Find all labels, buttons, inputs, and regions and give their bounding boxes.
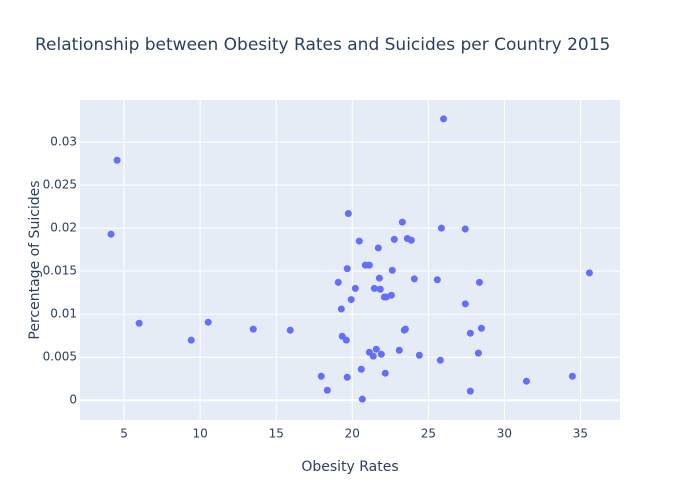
x-tick-label: 35 — [573, 427, 588, 441]
scatter-point — [107, 230, 115, 238]
scatter-point — [372, 345, 380, 353]
scatter-point — [358, 395, 366, 403]
y-tick-label: 0.025 — [43, 178, 77, 192]
scatter-point — [461, 225, 469, 233]
scatter-point — [377, 350, 385, 358]
scatter-point — [355, 237, 363, 245]
scatter-point — [381, 369, 389, 377]
scatter-point — [440, 115, 448, 123]
scatter-point — [370, 284, 378, 292]
x-tick-label: 5 — [120, 427, 128, 441]
x-tick-label: 10 — [193, 427, 208, 441]
scatter-point — [400, 326, 408, 334]
scatter-point — [286, 326, 294, 334]
scatter-point — [365, 261, 373, 269]
scatter-point — [522, 377, 530, 385]
scatter-point — [334, 278, 342, 286]
scatter-point — [388, 266, 396, 274]
scatter-point — [474, 349, 482, 357]
scatter-point — [113, 156, 121, 164]
scatter-point — [461, 300, 469, 308]
scatter-point — [317, 372, 325, 380]
scatter-point — [135, 319, 143, 327]
scatter-point — [410, 275, 418, 283]
x-tick-label: 25 — [421, 427, 436, 441]
scatter-point — [395, 346, 403, 354]
scatter-point — [375, 274, 383, 282]
scatter-point — [585, 269, 593, 277]
marks — [107, 115, 593, 403]
scatter-point — [568, 372, 576, 380]
y-tick-label: 0.01 — [50, 307, 77, 321]
scatter-point — [437, 224, 445, 232]
scatter-point — [466, 329, 474, 337]
scatter-point — [398, 218, 406, 226]
y-tick-label: 0 — [69, 393, 77, 407]
plot-background — [80, 100, 620, 420]
scatter-point — [344, 210, 352, 218]
y-axis-title: Percentage of Suicides — [27, 180, 43, 339]
x-tick-label: 20 — [345, 427, 360, 441]
scatter-point — [342, 336, 350, 344]
grid — [80, 100, 620, 420]
x-axis-title: Obesity Rates — [301, 459, 398, 475]
scatter-point — [323, 386, 331, 394]
scatter-point — [343, 265, 351, 273]
scatter-point — [343, 373, 351, 381]
scatter-point — [369, 352, 377, 360]
scatter-point — [357, 365, 365, 373]
scatter-point — [466, 387, 474, 395]
scatter-point — [477, 324, 485, 332]
y-tick-label: 0.03 — [50, 135, 77, 149]
y-tick-label: 0.015 — [43, 264, 77, 278]
scatter-point — [249, 325, 257, 333]
scatter-point — [436, 356, 444, 364]
y-tick-label: 0.005 — [43, 350, 77, 364]
scatter-point — [204, 318, 212, 326]
chart-title: Relationship between Obesity Rates and S… — [35, 35, 610, 55]
scatter-point — [390, 235, 398, 243]
scatter-point — [407, 236, 415, 244]
scatter-point — [187, 336, 195, 344]
scatter-point — [351, 284, 359, 292]
x-tick-label: 30 — [497, 427, 512, 441]
scatter-point — [475, 278, 483, 286]
scatter-point — [337, 305, 345, 313]
scatter-point — [387, 291, 395, 299]
scatter-point — [347, 296, 355, 304]
x-tick-label: 15 — [269, 427, 284, 441]
scatter-point — [374, 244, 382, 252]
scatter-point — [376, 285, 384, 293]
y-tick-label: 0.02 — [50, 221, 77, 235]
scatter-point — [415, 351, 423, 359]
scatter-point — [433, 276, 441, 284]
